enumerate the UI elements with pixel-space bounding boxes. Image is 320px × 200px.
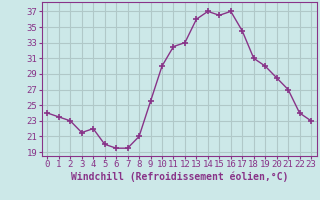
X-axis label: Windchill (Refroidissement éolien,°C): Windchill (Refroidissement éolien,°C): [70, 172, 288, 182]
